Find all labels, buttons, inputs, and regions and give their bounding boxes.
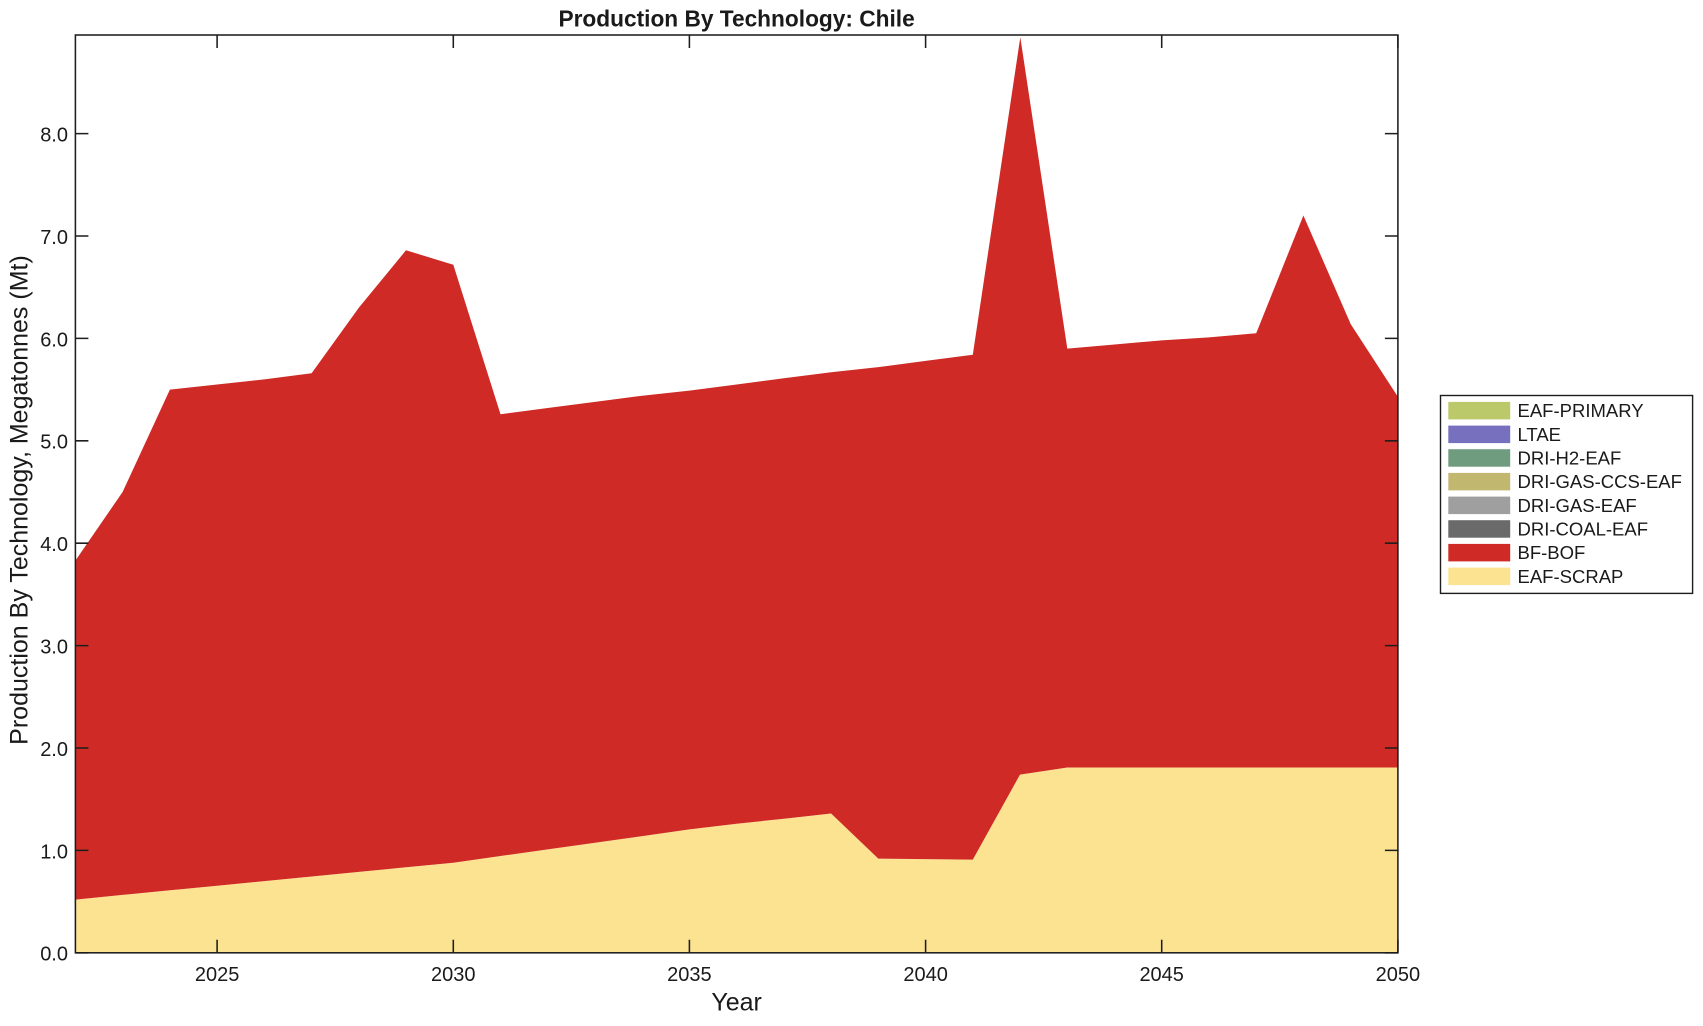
svg-text:2.0: 2.0	[40, 739, 68, 761]
svg-text:3.0: 3.0	[40, 637, 68, 659]
svg-text:EAF-PRIMARY: EAF-PRIMARY	[1518, 400, 1644, 421]
svg-text:Production By Technology, Mega: Production By Technology, Megatonnes (Mt…	[6, 255, 34, 745]
svg-text:1.0: 1.0	[40, 841, 68, 863]
svg-text:2025: 2025	[195, 964, 240, 986]
svg-text:Production By Technology: Chil: Production By Technology: Chile	[558, 6, 914, 32]
svg-text:BF-BOF: BF-BOF	[1518, 542, 1586, 563]
svg-text:2030: 2030	[431, 964, 476, 986]
svg-text:2050: 2050	[1376, 964, 1421, 986]
svg-text:0.0: 0.0	[40, 944, 68, 966]
svg-text:8.0: 8.0	[40, 125, 68, 147]
svg-text:5.0: 5.0	[40, 432, 68, 454]
svg-text:7.0: 7.0	[40, 227, 68, 249]
svg-text:2040: 2040	[903, 964, 948, 986]
svg-text:DRI-COAL-EAF: DRI-COAL-EAF	[1518, 519, 1649, 540]
svg-text:EAF-SCRAP: EAF-SCRAP	[1518, 566, 1624, 587]
svg-text:Year: Year	[711, 989, 762, 1017]
svg-text:2035: 2035	[667, 964, 712, 986]
svg-text:2045: 2045	[1139, 964, 1184, 986]
svg-text:LTAE: LTAE	[1518, 424, 1562, 445]
svg-text:DRI-GAS-EAF: DRI-GAS-EAF	[1518, 495, 1637, 516]
svg-text:DRI-GAS-CCS-EAF: DRI-GAS-CCS-EAF	[1518, 471, 1682, 492]
svg-text:4.0: 4.0	[40, 534, 68, 556]
svg-text:DRI-H2-EAF: DRI-H2-EAF	[1518, 448, 1622, 469]
svg-text:6.0: 6.0	[40, 329, 68, 351]
